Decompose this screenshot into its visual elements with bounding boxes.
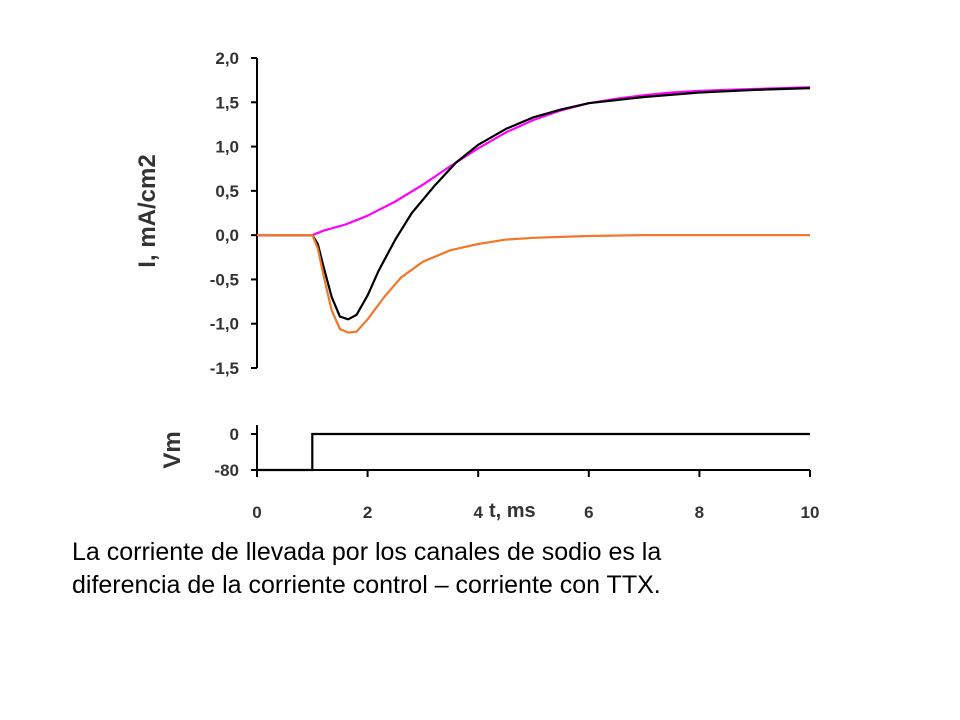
current-y-tick-label: 0,5 — [215, 182, 239, 201]
current-y-tick-label: 1,0 — [215, 138, 239, 157]
x-tick-label: 0 — [252, 503, 261, 522]
voltage-series-line-1 — [257, 432, 810, 472]
x-tick-label: 8 — [695, 503, 704, 522]
current-y-tick-label: 2,0 — [215, 49, 239, 68]
current-y-tick-label: -1,0 — [210, 315, 239, 334]
x-axis-label: t, ms — [489, 500, 536, 522]
current-y-tick-label: 1,5 — [215, 93, 239, 112]
x-tick-label: 4 — [473, 503, 483, 522]
caption-line-1: La corriente de llevada por los canales … — [72, 538, 662, 566]
current-series-line-1 — [257, 86, 811, 237]
current-series-line-2 — [257, 87, 811, 321]
voltage-y-tick-label: -80 — [214, 461, 239, 480]
current-series-line-3 — [257, 234, 810, 334]
x-tick-label: 2 — [363, 503, 372, 522]
caption: La corriente de llevada por los canales … — [72, 536, 872, 602]
current-y-tick-label: 0,0 — [215, 226, 239, 245]
x-tick-label: 6 — [584, 503, 593, 522]
current-panel: 2,0 1,5 1,0 0,5 0,0 -0,5 -1,0 -1,5 I, mA/cm2 — [134, 49, 811, 378]
voltage-panel: 0 -80 0 2 4 6 8 10 Vm t, ms — [159, 425, 819, 522]
x-tick-label: 10 — [801, 503, 820, 522]
current-y-axis-label: I, mA/cm2 — [134, 154, 161, 267]
current-y-tick-label: -1,5 — [210, 359, 239, 378]
caption-line-2: diferencia de la corriente control – cor… — [72, 571, 661, 599]
current-y-tick-label: -0,5 — [210, 270, 239, 289]
voltage-y-tick-label: 0 — [230, 425, 239, 444]
voltage-y-axis-label: Vm — [159, 431, 186, 468]
